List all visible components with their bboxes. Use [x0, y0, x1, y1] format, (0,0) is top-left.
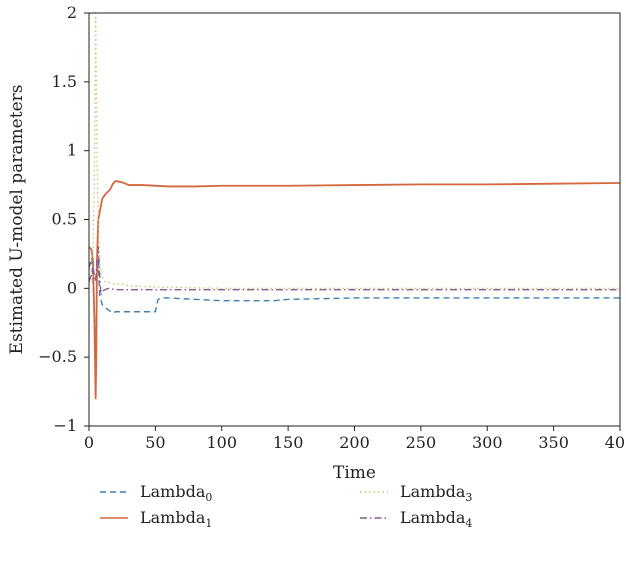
y-tick-label: −1: [53, 416, 77, 435]
x-axis: 0 50 100 150 200 250 300 350 400: [84, 426, 626, 452]
legend-label: Lambda4: [400, 508, 472, 530]
y-tick-label: 1.5: [52, 72, 77, 91]
legend-item-0: Lambda0: [100, 482, 212, 504]
legend-item-1: Lambda1: [100, 508, 212, 530]
legend-label: Lambda0: [140, 482, 212, 504]
y-tick-label: 1: [67, 141, 77, 160]
series-layer: [88, 12, 621, 400]
y-tick-label: 2: [67, 3, 77, 22]
x-axis-label: Time: [333, 463, 376, 483]
x-tick-label: 250: [406, 433, 437, 452]
x-tick-label: 100: [206, 433, 237, 452]
x-tick-label: 150: [273, 433, 304, 452]
plot-frame: [88, 12, 621, 427]
y-tick-label: 0.5: [52, 210, 77, 229]
legend-item-3: Lambda3: [360, 482, 472, 504]
y-tick-label: −0.5: [38, 347, 77, 366]
y-axis-label: Estimated U-model parameters: [7, 85, 27, 355]
legend-label: Lambda3: [400, 482, 472, 504]
x-tick-label: 400: [605, 433, 626, 452]
y-tick-label: 0: [67, 278, 77, 297]
x-tick-label: 300: [472, 433, 503, 452]
series-line-4: [88, 246, 620, 296]
x-tick-label: 350: [538, 433, 569, 452]
y-axis: −1 −0.5 0 0.5 1 1.5 2: [38, 3, 89, 435]
x-tick-label: 200: [339, 433, 370, 452]
legend-item-4: Lambda4: [360, 508, 472, 530]
x-tick-label: 0: [84, 433, 94, 452]
legend: Lambda0 Lambda1 Lambda3 Lambda4: [100, 482, 472, 530]
legend-label: Lambda1: [140, 508, 212, 530]
series-line-3: [88, 12, 620, 290]
x-tick-label: 50: [145, 433, 165, 452]
series-line-1: [88, 180, 621, 400]
series-line-0: [88, 257, 620, 386]
